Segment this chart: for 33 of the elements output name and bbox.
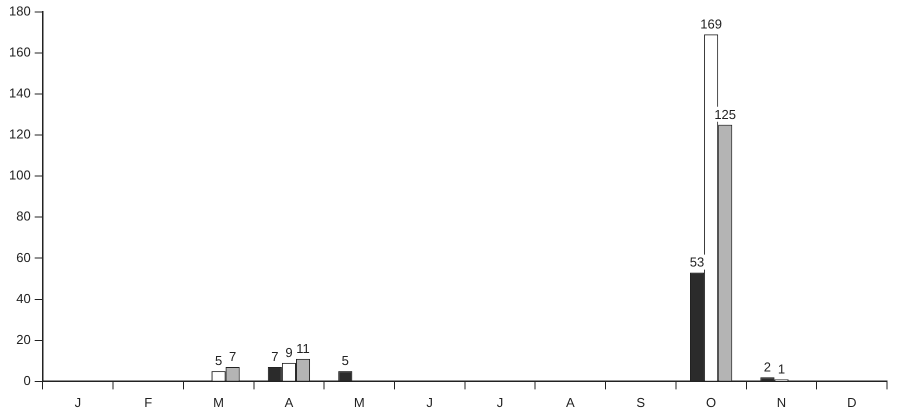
data-label: 53 — [690, 254, 704, 270]
x-tick-label: S — [636, 394, 646, 410]
data-label: 125 — [714, 106, 736, 122]
x-tick-label: J — [426, 394, 433, 410]
x-tick-label: O — [706, 394, 716, 410]
x-tick-label: M — [213, 394, 224, 410]
y-tick-label: 20 — [16, 332, 31, 347]
data-label: 5 — [214, 353, 222, 368]
data-label: 169 — [700, 16, 722, 32]
y-tick-label: 160 — [8, 44, 31, 60]
x-tick-label: M — [354, 394, 365, 410]
y-tick-label: 100 — [8, 168, 31, 183]
data-label: 7 — [271, 349, 278, 364]
data-label: 2 — [764, 359, 772, 374]
x-tick-label: J — [74, 394, 82, 410]
x-tick-label: F — [144, 394, 152, 410]
y-tick-label: 40 — [16, 290, 31, 306]
x-tick-label: A — [566, 394, 576, 410]
y-tick-label: 80 — [16, 208, 31, 224]
y-tick-label: 140 — [8, 86, 31, 101]
y-tick-label: 60 — [16, 250, 31, 265]
data-label: 9 — [285, 345, 293, 360]
y-tick-label: 180 — [8, 3, 31, 18]
x-tick-label: J — [496, 394, 504, 410]
x-tick-label: A — [284, 394, 294, 410]
data-label: 7 — [229, 349, 236, 364]
data-label: 1 — [778, 361, 786, 376]
y-tick-label: 0 — [23, 372, 31, 388]
y-tick-label: 120 — [8, 126, 31, 142]
x-tick-label: D — [847, 394, 857, 410]
x-tick-label: N — [776, 394, 786, 410]
data-label: 5 — [342, 353, 349, 368]
data-label: 11 — [296, 340, 310, 356]
